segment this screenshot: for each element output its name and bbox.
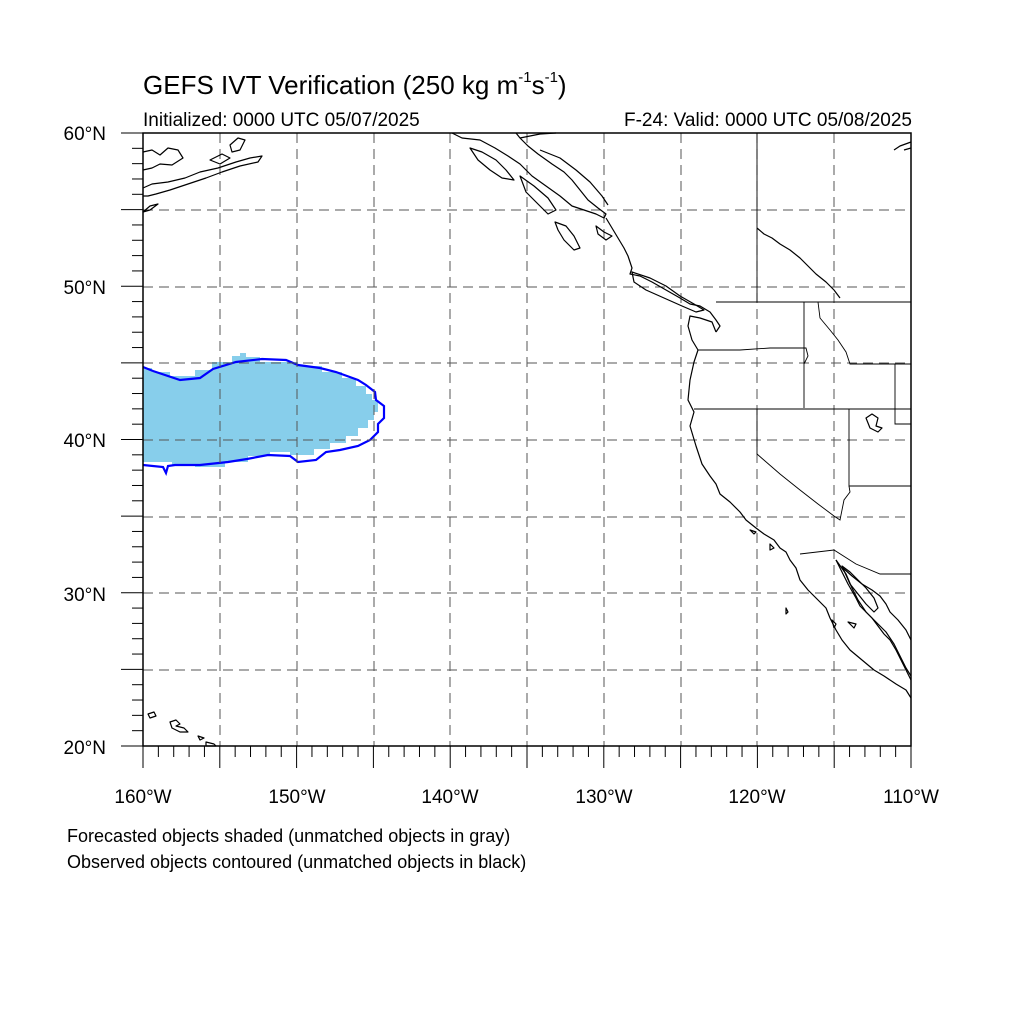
coastlines	[142, 132, 912, 747]
lon-label-140w: 140°W	[421, 787, 478, 808]
state-boundaries	[694, 133, 911, 575]
forecast-ivt-object	[143, 353, 378, 467]
lat-label-40: 40°N	[64, 431, 106, 452]
lon-label-110w: 110°W	[883, 787, 939, 808]
lon-label-160w: 160°W	[114, 787, 171, 808]
lon-label-150w: 150°W	[268, 787, 325, 808]
lat-label-20: 20°N	[64, 738, 106, 759]
lat-label-60: 60°N	[64, 124, 106, 145]
forecast-legend-note: Forecasted objects shaded (unmatched obj…	[67, 826, 511, 846]
observed-ivt-contour	[143, 357, 386, 477]
graticule	[143, 133, 911, 746]
valid-time-label: F-24: Valid: 0000 UTC 05/08/2025	[624, 110, 912, 131]
tick-marks	[121, 132, 912, 768]
lon-label-120w: 120°W	[728, 787, 785, 808]
longitude-labels: 160°W 150°W 140°W 130°W 120°W 110°W	[114, 787, 939, 808]
chart-title: GEFS IVT Verification (250 kg m-1s-1)	[143, 69, 567, 100]
lat-label-30: 30°N	[64, 585, 106, 606]
lat-label-50: 50°N	[64, 278, 106, 299]
lon-label-130w: 130°W	[575, 787, 632, 808]
observed-legend-note: Observed objects contoured (unmatched ob…	[67, 852, 527, 872]
latitude-labels: 60°N 50°N 40°N 30°N 20°N	[64, 124, 106, 759]
initialized-label: Initialized: 0000 UTC 05/07/2025	[143, 110, 420, 131]
